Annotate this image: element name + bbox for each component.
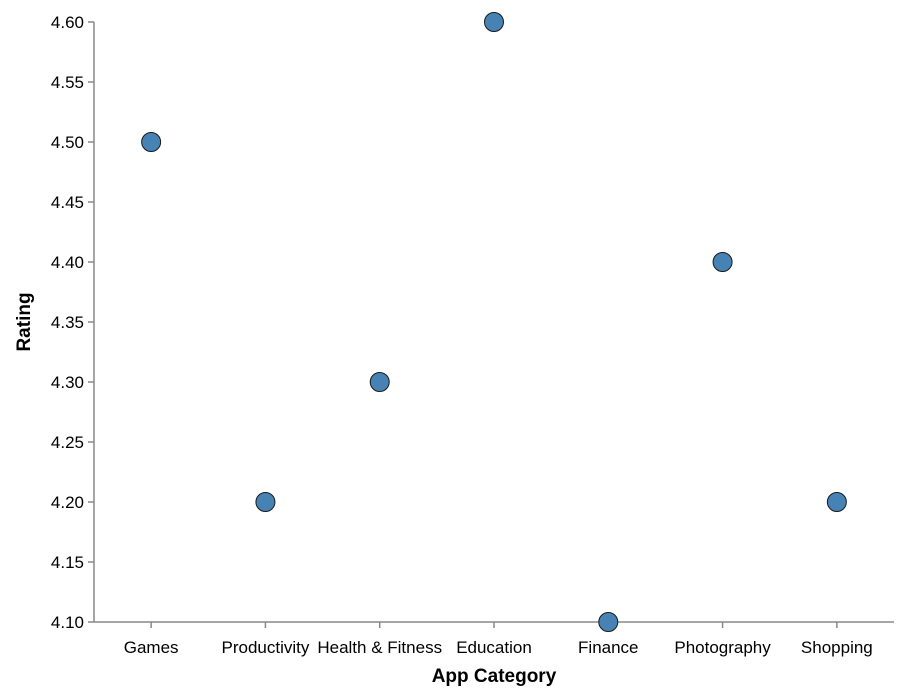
data-point	[712, 252, 733, 272]
data-point	[826, 492, 847, 512]
x-tick-label: Finance	[578, 638, 638, 657]
x-tick-label: Photography	[674, 638, 771, 657]
y-tick-label: 4.30	[51, 373, 84, 392]
x-tick-label: Productivity	[221, 638, 309, 657]
y-axis-title: Rating	[14, 292, 35, 351]
y-tick-label: 4.25	[51, 433, 84, 452]
data-point	[598, 612, 619, 632]
y-tick-label: 4.55	[51, 73, 84, 92]
x-tick-label: Shopping	[801, 638, 873, 657]
y-tick-label: 4.10	[51, 613, 84, 632]
x-tick-label: Education	[456, 638, 532, 657]
y-tick-label: 4.35	[51, 313, 84, 332]
data-point	[141, 132, 162, 152]
y-axis: 4.10 4.15 4.20 4.25 4.30 4.35 4.40 4.45 4.50 4.55…	[51, 13, 95, 632]
data-point	[484, 12, 504, 32]
y-tick-label: 4.45	[51, 193, 84, 212]
x-tick-label: Games	[124, 638, 179, 657]
data-point	[255, 492, 276, 512]
data-points	[141, 12, 847, 632]
y-tick-label: 4.50	[51, 133, 84, 152]
y-tick-label: 4.60	[51, 13, 84, 32]
y-tick-label: 4.15	[51, 553, 84, 572]
data-point	[369, 372, 390, 392]
y-tick-label: 4.20	[51, 493, 84, 512]
x-axis: Games Productivity Health & Fitness Educati…	[94, 621, 894, 657]
x-axis-title: App Category	[432, 666, 557, 687]
x-tick-label: Health & Fitness	[317, 638, 442, 657]
y-tick-label: 4.40	[51, 253, 84, 272]
